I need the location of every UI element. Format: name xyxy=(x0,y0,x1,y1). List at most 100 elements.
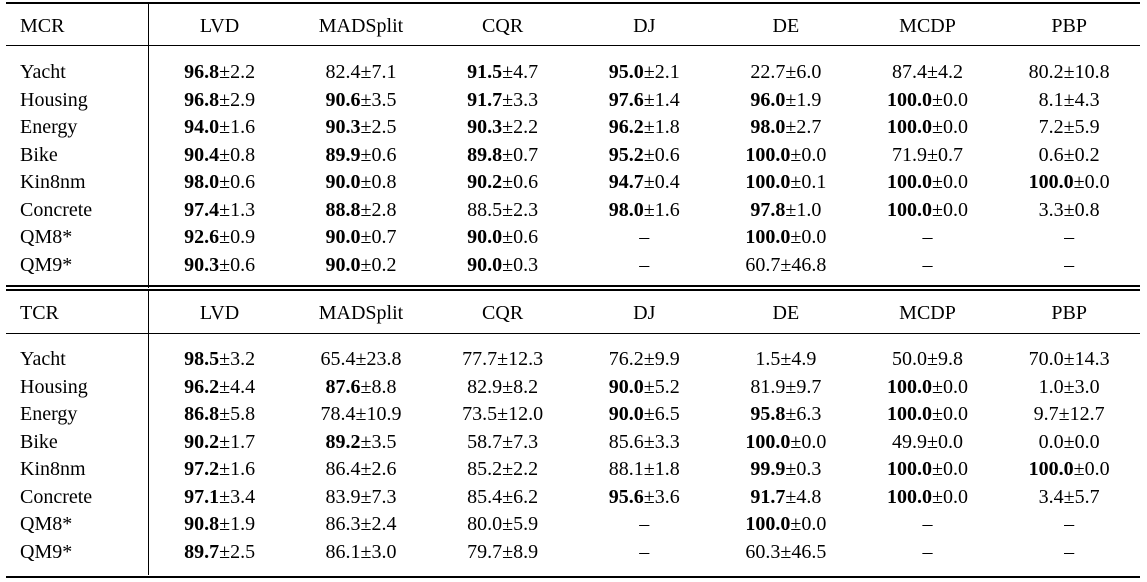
mean-value: 22.7 xyxy=(750,61,786,84)
column-header-mcdp: MCDP xyxy=(899,302,956,324)
value-cell: 97.6±1.4 xyxy=(573,87,715,115)
mean-value: 78.4 xyxy=(320,403,356,426)
table-row: Kin8nm 98.0±0.6 90.0±0.8 90.2±0.6 94.7±0.4 10… xyxy=(6,169,1140,197)
metric-label: TCR xyxy=(6,291,149,336)
plus-minus-sign: ± xyxy=(219,171,231,194)
mean-value: 89.9 xyxy=(325,143,361,166)
value-cell: 98.5±3.2 xyxy=(149,346,291,374)
value-cell: 0.0±0.0 xyxy=(998,429,1140,457)
value-cell: 8.1±4.3 xyxy=(998,87,1140,115)
section-1-header-rule xyxy=(6,333,1140,334)
plus-minus-sign: ± xyxy=(360,116,372,139)
mean-value: 90.3 xyxy=(184,253,220,276)
column-header-lvd: LVD xyxy=(199,15,240,37)
mean-value: 96.2 xyxy=(608,116,644,139)
table-row: QM8* 92.6±0.9 90.0±0.7 90.0±0.6–100.0±0.0– – xyxy=(6,224,1140,252)
column-header-de: DE xyxy=(772,302,800,324)
value-cell: 7.2±5.9 xyxy=(998,114,1140,142)
mean-value: 90.4 xyxy=(184,143,220,166)
std-value: 12.0 xyxy=(508,403,544,426)
dataset-label: Energy xyxy=(6,401,149,429)
value-cell: 90.0±0.6 xyxy=(432,224,574,252)
mean-value: 79.7 xyxy=(467,540,503,563)
plus-minus-sign: ± xyxy=(502,88,514,111)
value-cell: 58.7±7.3 xyxy=(432,429,574,457)
plus-minus-sign: ± xyxy=(927,348,939,371)
mean-value: 86.8 xyxy=(184,403,220,426)
std-value: 0.0 xyxy=(943,198,969,221)
plus-minus-sign: ± xyxy=(927,430,939,453)
spacer-cell xyxy=(715,49,857,59)
plus-minus-sign: ± xyxy=(360,143,372,166)
value-cell: 98.0±0.6 xyxy=(149,169,291,197)
spacer-cell xyxy=(149,279,291,288)
mean-value: 3.4 xyxy=(1038,485,1064,508)
plus-minus-sign: ± xyxy=(1073,171,1085,194)
table-row: Concrete 97.4±1.3 88.8±2.8 88.5±2.3 98.0±1.6… xyxy=(6,196,1140,224)
spacer-cell xyxy=(715,279,857,288)
value-cell: 96.2±1.8 xyxy=(573,114,715,142)
std-value: 2.9 xyxy=(230,88,256,111)
std-value: 8.2 xyxy=(513,375,539,398)
mean-value: 98.0 xyxy=(184,171,220,194)
spacer-cell xyxy=(573,279,715,288)
dataset-label: Kin8nm xyxy=(6,169,149,197)
mean-value: 86.1 xyxy=(325,540,361,563)
mean-value: 91.7 xyxy=(467,88,503,111)
missing-dash: – xyxy=(922,253,933,276)
std-value: 2.5 xyxy=(230,540,256,563)
value-cell: – xyxy=(857,252,999,280)
missing-dash: – xyxy=(922,540,933,563)
mean-value: 80.0 xyxy=(467,513,503,536)
mean-value: 0.0 xyxy=(1038,430,1064,453)
plus-minus-sign: ± xyxy=(502,485,514,508)
value-cell: 80.2±10.8 xyxy=(998,59,1140,87)
missing-dash: – xyxy=(922,226,933,249)
table-row: QM9* 90.3±0.6 90.0±0.2 90.0±0.3–60.7±46.8– – xyxy=(6,251,1140,280)
plus-minus-sign: ± xyxy=(932,403,944,426)
mean-value: 76.2 xyxy=(608,348,644,371)
spacer-cell xyxy=(6,566,149,575)
spacer-row xyxy=(6,279,1140,288)
mean-value: 77.7 xyxy=(462,348,498,371)
mean-value: 89.8 xyxy=(467,143,503,166)
mean-value: 83.9 xyxy=(325,485,361,508)
value-cell: 87.6±8.8 xyxy=(290,374,432,402)
std-value: 1.8 xyxy=(654,458,680,481)
column-header-lvd: LVD xyxy=(199,302,240,324)
std-value: 0.0 xyxy=(943,88,969,111)
top-rule xyxy=(6,2,1140,4)
plus-minus-sign: ± xyxy=(785,61,797,84)
std-value: 0.0 xyxy=(943,403,969,426)
value-cell: 0.6±0.2 xyxy=(998,142,1140,170)
plus-minus-sign: ± xyxy=(360,88,372,111)
value-cell: – xyxy=(857,224,999,252)
mean-value: 97.1 xyxy=(184,485,220,508)
dataset-label: Yacht xyxy=(6,346,149,374)
plus-minus-sign: ± xyxy=(219,143,231,166)
dataset-label: Housing xyxy=(6,373,149,401)
spacer-cell xyxy=(290,566,432,575)
spacer-cell xyxy=(998,279,1140,288)
mean-value: 98.0 xyxy=(608,198,644,221)
std-value: 0.8 xyxy=(1074,198,1100,221)
section-divider-rule-a xyxy=(6,285,1140,287)
value-cell: 1.5±4.9 xyxy=(715,346,857,374)
mean-value: 85.4 xyxy=(467,485,503,508)
value-cell: 100.0±0.0 xyxy=(857,114,999,142)
plus-minus-sign: ± xyxy=(219,430,231,453)
std-value: 0.6 xyxy=(654,143,680,166)
table-row: Concrete 97.1±3.4 83.9±7.3 85.4±6.2 95.6±3.6… xyxy=(6,483,1140,511)
plus-minus-sign: ± xyxy=(785,198,797,221)
value-cell: – xyxy=(998,511,1140,539)
value-cell: 90.0±6.5 xyxy=(573,401,715,429)
mean-value: 100.0 xyxy=(887,375,933,398)
value-cell: 79.7±8.9 xyxy=(432,539,574,567)
std-value: 2.1 xyxy=(654,61,680,84)
mean-value: 60.7 xyxy=(745,253,781,276)
missing-dash: – xyxy=(639,226,650,249)
mean-value: 97.8 xyxy=(750,198,786,221)
std-value: 0.6 xyxy=(371,143,397,166)
plus-minus-sign: ± xyxy=(643,116,655,139)
plus-minus-sign: ± xyxy=(502,61,514,84)
